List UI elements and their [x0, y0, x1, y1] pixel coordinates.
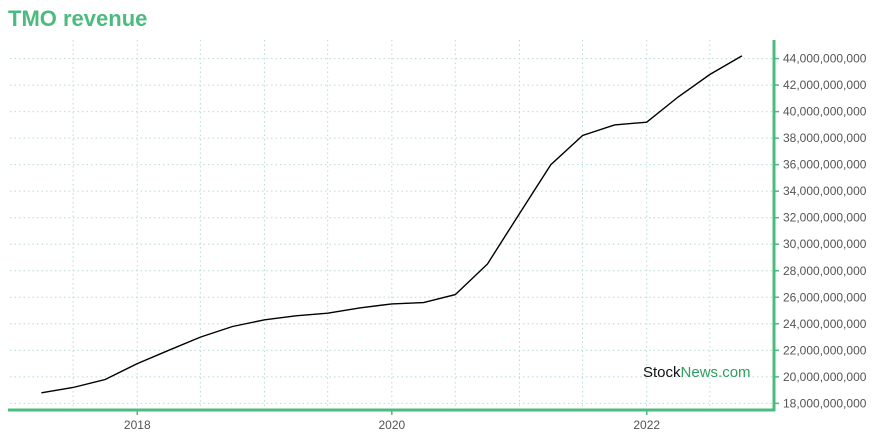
watermark-part-1: Stock: [643, 364, 681, 381]
x-tick-label: 2018: [124, 418, 151, 432]
y-tick-label: 30,000,000,000: [783, 237, 867, 251]
y-tick-label: 26,000,000,000: [783, 290, 867, 304]
y-tick-label: 22,000,000,000: [783, 343, 867, 357]
chart-title: TMO revenue: [8, 6, 148, 31]
x-tick-labels: 2018 2020 2022: [124, 418, 660, 432]
revenue-line: [41, 55, 743, 394]
y-tick-label: 18,000,000,000: [783, 396, 867, 410]
y-tick-label: 42,000,000,000: [783, 78, 867, 92]
y-tick-label: 24,000,000,000: [783, 317, 867, 331]
y-tick-marks: [774, 57, 779, 405]
horizontal-gridlines: [10, 58, 774, 404]
y-tick-label: 34,000,000,000: [783, 184, 867, 198]
y-tick-label: 28,000,000,000: [783, 264, 867, 278]
vertical-gridlines: [72, 40, 711, 410]
y-tick-labels: 18,000,000,000 20,000,000,000 22,000,000,0…: [783, 52, 867, 411]
watermark: StockNews.com: [643, 364, 751, 381]
y-tick-label: 32,000,000,000: [783, 211, 867, 225]
x-tick-label: 2020: [378, 418, 405, 432]
y-tick-label: 38,000,000,000: [783, 131, 867, 145]
x-tick-marks: [136, 410, 648, 415]
y-tick-label: 44,000,000,000: [783, 52, 867, 66]
y-tick-label: 36,000,000,000: [783, 158, 867, 172]
watermark-part-2: News.com: [680, 364, 751, 381]
y-tick-label: 20,000,000,000: [783, 370, 867, 384]
x-tick-label: 2022: [633, 418, 660, 432]
y-tick-label: 40,000,000,000: [783, 105, 867, 119]
